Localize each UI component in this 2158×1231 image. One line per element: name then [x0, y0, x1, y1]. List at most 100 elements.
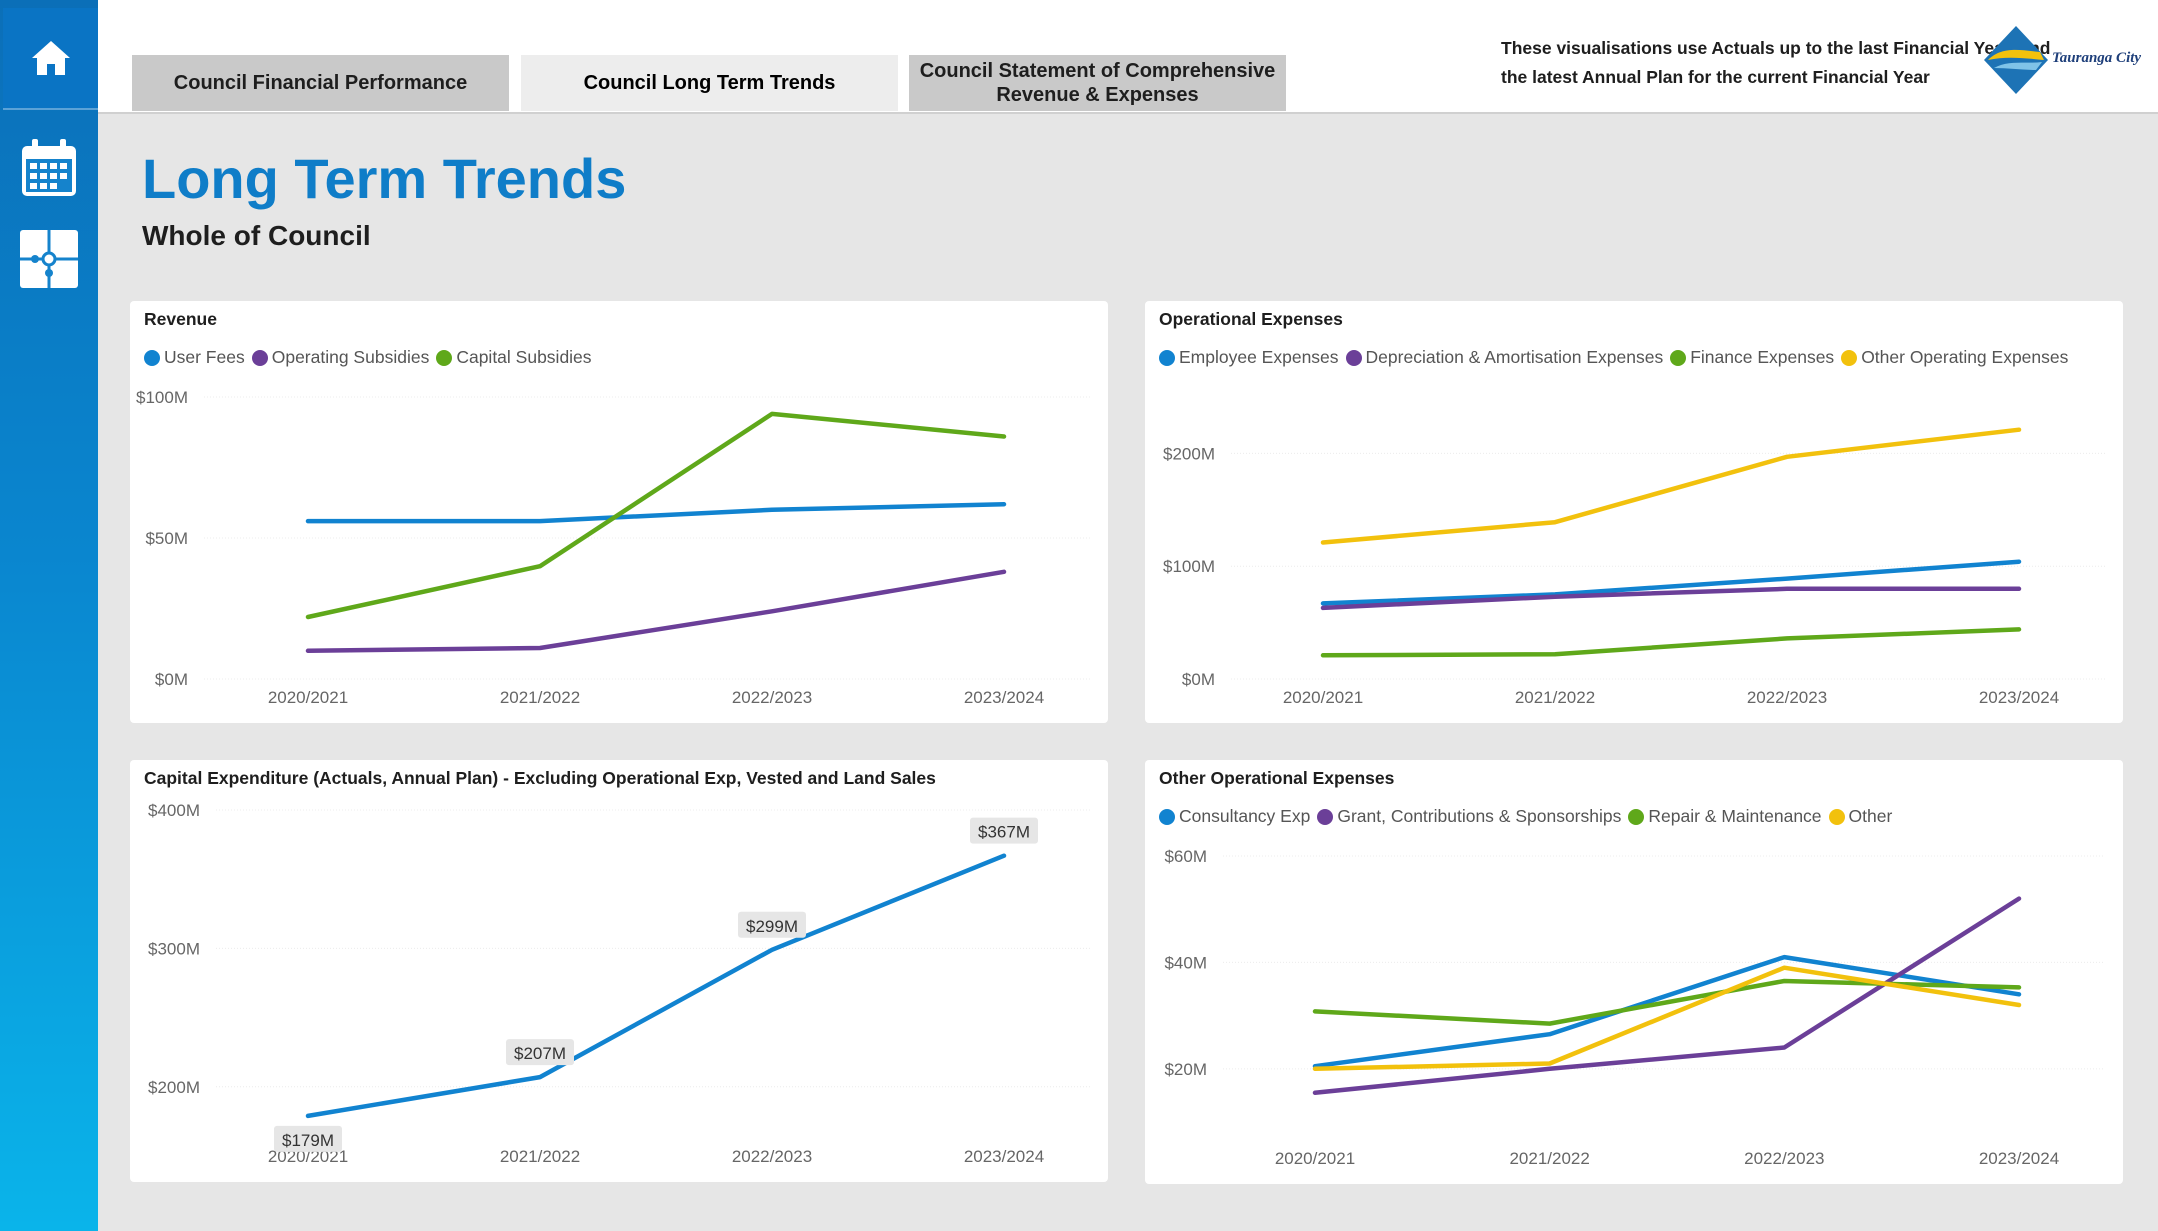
y-tick-label: $0M [1182, 670, 1215, 689]
legend-dot [1828, 808, 1845, 825]
series-line[interactable] [1320, 427, 2022, 545]
legend-item[interactable]: Capital Subsidies [436, 347, 592, 368]
legend-label: Depreciation & Amortisation Expenses [1365, 347, 1664, 367]
series-line[interactable] [1312, 965, 2022, 1072]
legend-dot [1628, 808, 1645, 825]
operational-expenses-chart: $0M $100M $200M 2020/2021 2021/2022 2022/2023… [1163, 427, 2105, 707]
series-line[interactable] [1312, 896, 2022, 1096]
legend-item[interactable]: Depreciation & Amortisation Expenses [1345, 347, 1664, 368]
top-bar: Council Financial Performance Council Lo… [98, 0, 2158, 114]
puzzle-button[interactable] [14, 224, 84, 294]
x-tick-label: 2020/2021 [1275, 1149, 1355, 1168]
tab-council-statement[interactable]: Council Statement of Comprehensive Reven… [909, 55, 1286, 111]
tauranga-city-logo: Tauranga City [1980, 22, 2152, 100]
x-tick-label: 2020/2021 [268, 688, 348, 707]
series-line[interactable] [1312, 954, 2022, 1069]
page-title: Long Term Trends [142, 147, 627, 210]
revenue-title: Revenue [144, 309, 217, 329]
legend-label: Consultancy Exp [1179, 806, 1311, 826]
other-operational-expenses-chart: $20M $40M $60M 2020/2021 2021/2022 2022/2023 2… [1164, 847, 2105, 1168]
data-label-text: $179M [282, 1131, 334, 1150]
y-tick-label: $50M [145, 529, 188, 548]
data-label-box [274, 1125, 342, 1152]
legend-label: Capital Subsidies [456, 347, 592, 367]
legend-item[interactable]: Grant, Contributions & Sponsorships [1317, 806, 1621, 827]
series-line[interactable] [1320, 586, 2022, 611]
legend-item[interactable]: Operating Subsidies [251, 347, 430, 368]
legend-item[interactable]: Other Operating Expenses [1841, 347, 2068, 368]
legend-item[interactable]: User Fees [144, 347, 245, 368]
other-operational-expenses-legend: Consultancy Exp Grant, Contributions & S… [1159, 806, 1899, 827]
x-tick-label: 2023/2024 [964, 1147, 1044, 1166]
x-tick-label: 2023/2024 [964, 688, 1044, 707]
data-label-text: $207M [514, 1044, 566, 1063]
data-label: $367M [970, 817, 1038, 844]
legend-dot [1317, 808, 1334, 825]
series-line[interactable] [305, 411, 1007, 620]
series-line[interactable] [1320, 627, 2022, 658]
data-notice: These visualisations use Actuals up to t… [1501, 38, 2051, 87]
legend-dot [251, 349, 268, 366]
x-tick-label: 2023/2024 [1979, 688, 2059, 707]
y-tick-label: $100M [136, 388, 188, 407]
legend-dot [1670, 349, 1687, 366]
y-tick-label: $200M [1163, 444, 1215, 463]
legend-label: Other [1848, 806, 1893, 826]
y-tick-label: $300M [148, 939, 200, 958]
legend-label: Other Operating Expenses [1861, 347, 2069, 367]
calendar-icon [22, 139, 76, 196]
sidebar [0, 0, 99, 1231]
x-tick-label: 2021/2022 [500, 1147, 580, 1166]
other-operational-expenses-title: Other Operational Expenses [1159, 768, 1395, 788]
legend-item[interactable]: Finance Expenses [1670, 347, 1834, 368]
x-tick-label: 2022/2023 [732, 688, 812, 707]
legend-dot [1159, 808, 1175, 825]
series-line[interactable] [305, 853, 1007, 1119]
operational-expenses-legend: Employee Expenses Depreciation & Amortis… [1159, 347, 2075, 368]
legend-label: Grant, Contributions & Sponsorships [1337, 806, 1622, 826]
legend-item[interactable]: Employee Expenses [1159, 347, 1339, 368]
data-label-box [970, 817, 1038, 844]
y-tick-label: $20M [1164, 1060, 1207, 1079]
revenue-legend: User Fees Operating Subsidies Capital Su… [144, 347, 599, 368]
x-tick-label: 2020/2021 [1283, 688, 1363, 707]
data-label: $207M [506, 1039, 574, 1066]
tab-council-long-term-trends[interactable]: Council Long Term Trends [521, 55, 898, 111]
series-line[interactable] [1320, 559, 2022, 606]
tab-council-financial-performance[interactable]: Council Financial Performance [132, 55, 509, 111]
series-line[interactable] [305, 569, 1007, 654]
revenue-chart: $0M $50M $100M 2020/2021 2021/2022 2022/2023 2… [136, 388, 1090, 707]
y-tick-label: $400M [148, 801, 200, 820]
home-icon [32, 41, 70, 75]
other-operational-expenses-card: Other Operational Expenses Consultancy E… [1145, 760, 2123, 1184]
legend-dot [436, 349, 453, 366]
legend-label: Finance Expenses [1690, 347, 1835, 367]
data-label-box [738, 911, 806, 938]
capital-expenditure-card: Capital Expenditure (Actuals, Annual Pla… [130, 760, 1108, 1182]
operational-expenses-title: Operational Expenses [1159, 309, 1343, 329]
x-tick-label: 2021/2022 [1509, 1149, 1589, 1168]
page-subtitle: Whole of Council [142, 220, 371, 251]
data-label: $299M [738, 911, 806, 938]
capital-expenditure-title: Capital Expenditure (Actuals, Annual Pla… [144, 768, 936, 788]
series-line[interactable] [305, 501, 1007, 524]
logo-text: Tauranga City [2052, 50, 2141, 66]
data-label: $179M [274, 1125, 342, 1152]
legend-label: Operating Subsidies [271, 347, 430, 367]
y-tick-label: $60M [1164, 847, 1207, 866]
revenue-card: Revenue User Fees Operating Subsidies Ca… [130, 301, 1108, 723]
legend-item[interactable]: Consultancy Exp [1159, 806, 1310, 827]
legend-dot [1345, 349, 1362, 366]
home-button[interactable] [3, 8, 99, 110]
data-label-text: $299M [746, 917, 798, 936]
legend-item[interactable]: Repair & Maintenance [1628, 806, 1822, 827]
legend-item[interactable]: Other [1828, 806, 1893, 827]
y-tick-label: $40M [1164, 953, 1207, 972]
data-label-text: $367M [978, 823, 1030, 842]
calendar-button[interactable] [14, 133, 84, 203]
y-tick-label: $100M [1163, 557, 1215, 576]
x-tick-label: 2022/2023 [732, 1147, 812, 1166]
x-tick-label: 2022/2023 [1744, 1149, 1824, 1168]
legend-label: Employee Expenses [1179, 347, 1339, 367]
